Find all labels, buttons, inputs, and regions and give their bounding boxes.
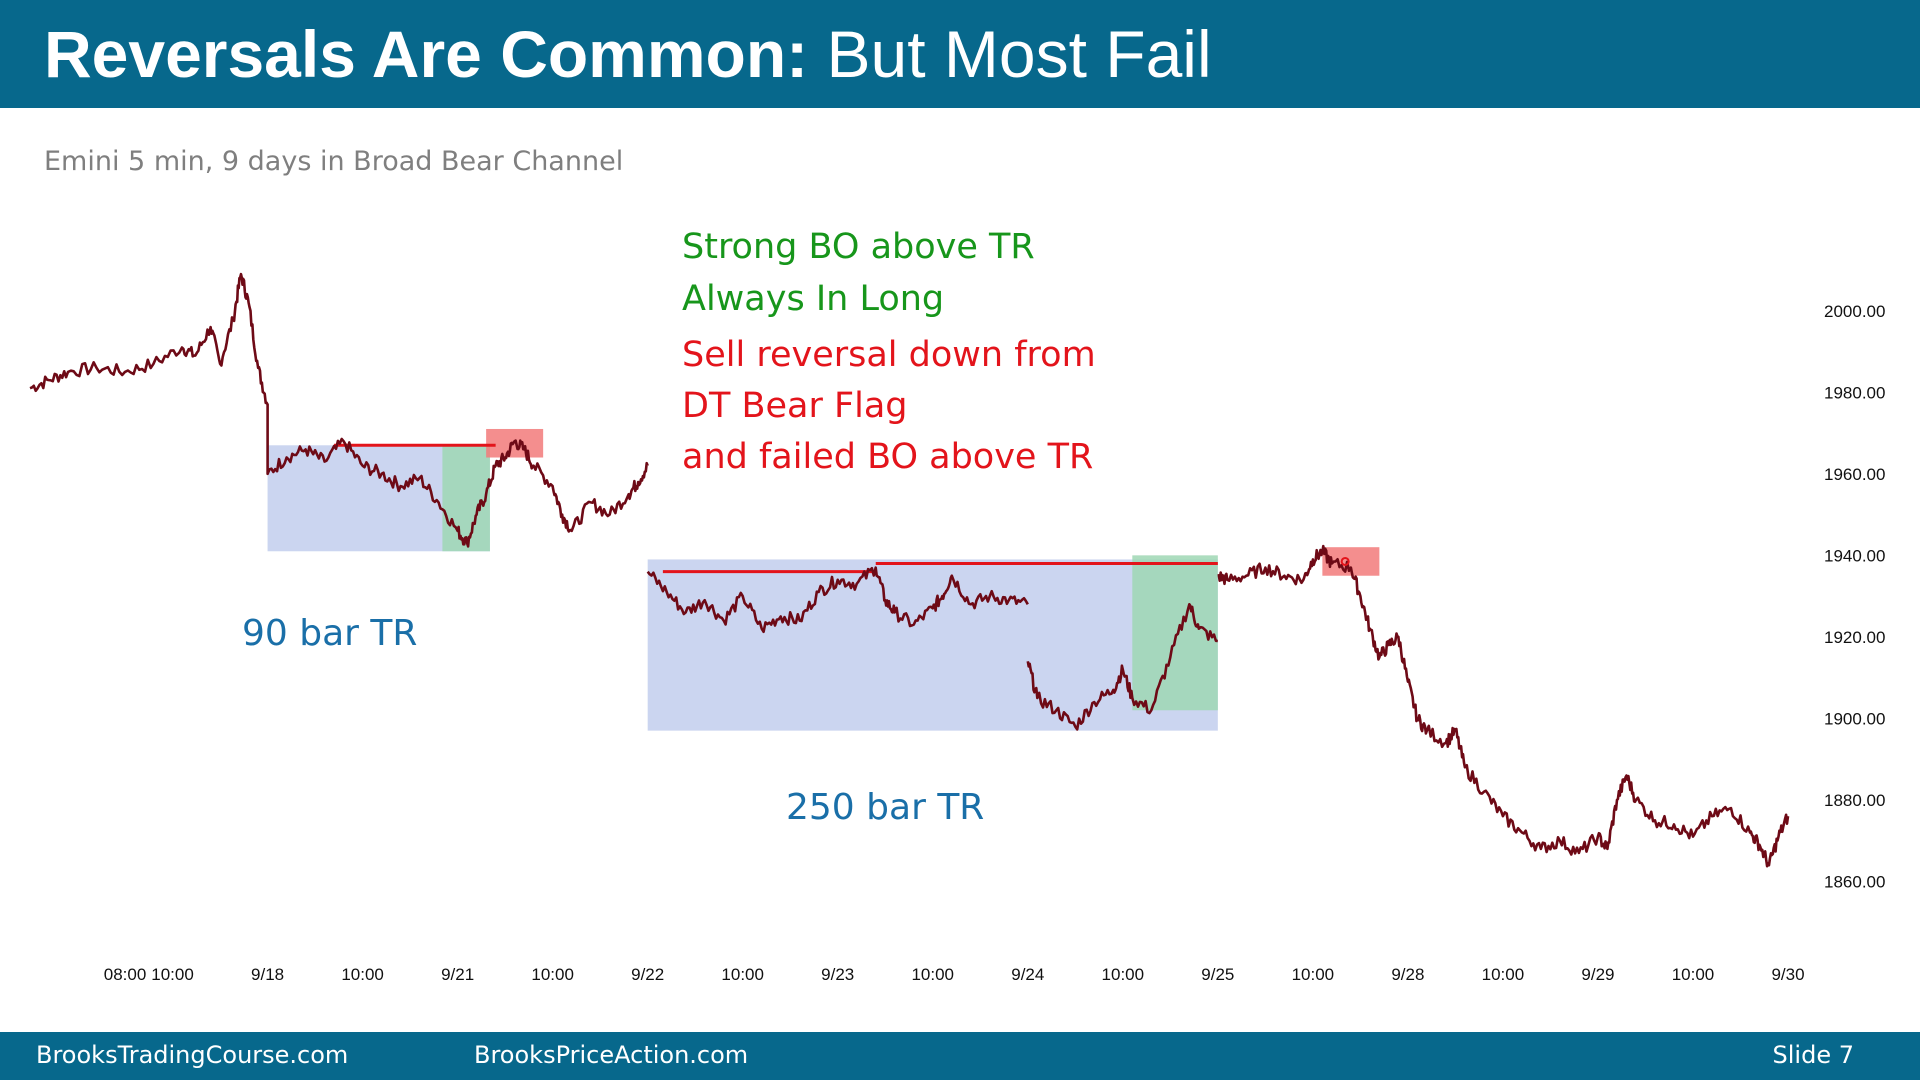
y-tick-label: 1940.00 [1824,546,1885,565]
title-bold-part: Reversals Are Common: [44,17,809,91]
y-tick-label: 2000.00 [1824,302,1885,321]
x-tick-label: 10:00 [151,965,194,984]
sell-marker [1340,556,1350,566]
x-tick-label: 9/18 [251,965,284,984]
price-series-segment-3 [1217,544,1790,868]
annotation-sell-reversal-line1: Sell reversal down from [682,335,1096,375]
x-tick-label: 10:00 [1292,965,1335,984]
footer-link-brooks-trading-course[interactable]: BrooksTradingCourse.com [36,1041,349,1069]
x-tick-label: 10:00 [911,965,954,984]
y-tick-label: 1960.00 [1824,465,1885,484]
x-tick-label: 9/25 [1201,965,1234,984]
trading-range-box-1 [647,559,1218,731]
x-tick-label: 9/22 [631,965,664,984]
x-tick-label: 10:00 [531,965,574,984]
footer-bar: BrooksTradingCourse.com BrooksPriceActio… [0,1032,1920,1080]
price-series-segment-2 [1026,603,1218,731]
annotation-250-bar-tr: 250 bar TR [786,787,985,828]
x-tick-label: 10:00 [341,965,384,984]
x-tick-label: 9/24 [1011,965,1044,984]
price-series-segment-1 [646,566,1029,634]
x-tick-label: 9/28 [1391,965,1424,984]
x-tick-label: 9/30 [1771,965,1804,984]
x-tick-label: 9/23 [821,965,854,984]
annotation-sell-reversal-line2: DT Bear Flag [682,386,908,426]
price-chart: 2000.00 1980.00 1960.00 1940.00 1920.00 1900.… [29,272,1885,984]
x-tick-label: 10:00 [1672,965,1715,984]
annotation-strong-bo: Strong BO above TR [682,227,1035,267]
slide-title: Reversals Are Common: But Most Fail [44,14,1212,94]
x-tick-label: 10:00 [1102,965,1145,984]
chart-subtitle: Emini 5 min, 9 days in Broad Bear Channe… [44,146,624,177]
header-bar: Reversals Are Common: But Most Fail [0,0,1920,108]
y-tick-label: 1980.00 [1824,383,1885,402]
price-series-segment-0 [29,272,649,548]
x-tick-label: 10:00 [721,965,764,984]
breakout-zone-1 [1132,555,1218,711]
annotation-90-bar-tr: 90 bar TR [242,613,418,654]
x-tick-label: 9/29 [1581,965,1614,984]
x-tick-label: 9/21 [441,965,474,984]
x-tick-label: 10:00 [1482,965,1525,984]
y-tick-label: 1920.00 [1824,628,1885,647]
y-tick-label: 1880.00 [1824,791,1885,810]
annotation-always-in-long: Always In Long [682,279,945,319]
y-tick-label: 1900.00 [1824,709,1885,728]
slide-number: Slide 7 [1772,1041,1854,1069]
y-tick-label: 1860.00 [1824,872,1885,891]
breakout-zone-0 [442,445,490,552]
x-tick-label: 08:00 [104,965,147,984]
annotation-sell-reversal-line3: and failed BO above TR [682,437,1094,477]
footer-link-brooks-price-action[interactable]: BrooksPriceAction.com [474,1041,749,1069]
title-rest-part: But Most Fail [808,17,1212,91]
